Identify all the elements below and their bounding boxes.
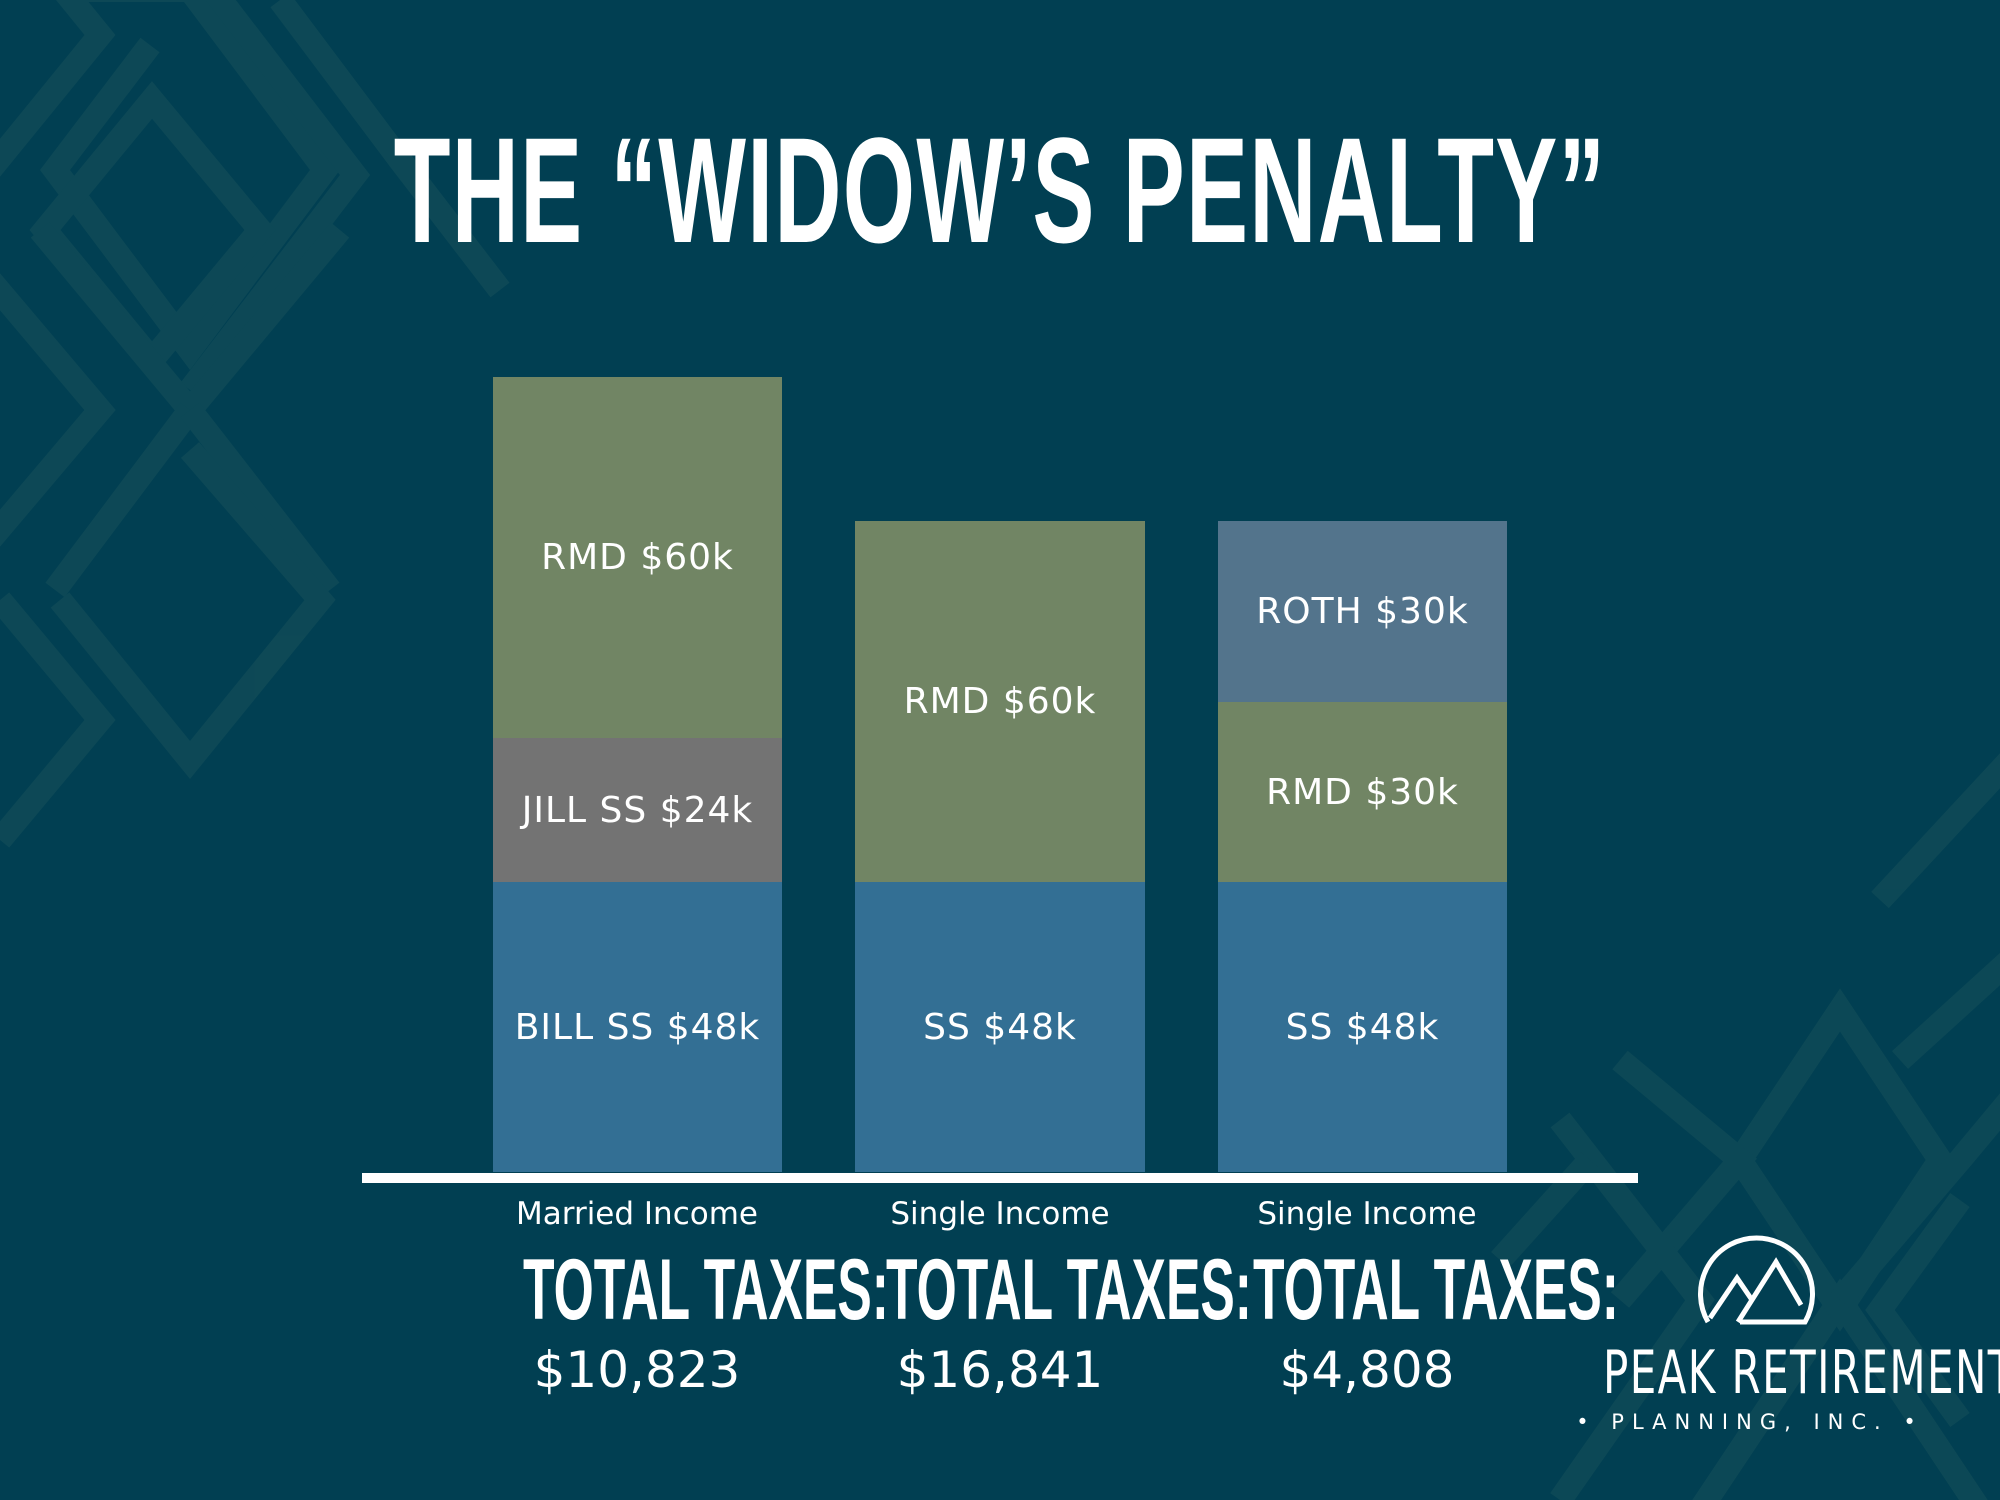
- bar-married-income: RMD $60k JILL SS $24k BILL SS $48k: [493, 377, 782, 1172]
- bar-segment-ss: SS $48k: [855, 882, 1145, 1172]
- category-label: Married Income: [516, 1196, 758, 1232]
- segment-label: RMD $30k: [1266, 771, 1459, 813]
- bar-single-income-2: ROTH $30k RMD $30k SS $48k: [1218, 521, 1507, 1172]
- bar-segment-roth: ROTH $30k: [1218, 521, 1507, 702]
- logo-name: PEAK RETIREMENT®: [1603, 1338, 2000, 1408]
- column-footer-single-2: Single Income TOTAL TAXES: $4,808: [1177, 1190, 1619, 1402]
- bar-segment-rmd: RMD $60k: [855, 521, 1145, 882]
- bar-single-income-1: RMD $60k SS $48k: [855, 521, 1145, 1172]
- bar-segment-ss: SS $48k: [1218, 882, 1507, 1172]
- column-footer-married: Married Income TOTAL TAXES: $10,823: [447, 1190, 889, 1402]
- total-taxes-label: TOTAL TAXES:: [1253, 1242, 1619, 1338]
- logo-subtitle: • PLANNING, INC. •: [1576, 1410, 1924, 1434]
- mountain-peak-in-circle-icon: [1698, 1235, 1815, 1325]
- peak-retirement-logo: PEAK RETIREMENT® • PLANNING, INC. •: [1540, 1230, 2000, 1450]
- segment-label: BILL SS $48k: [514, 1006, 761, 1048]
- total-taxes-value: $4,808: [1279, 1341, 1455, 1399]
- segment-label: SS $48k: [1285, 1006, 1440, 1048]
- total-taxes-value: $10,823: [533, 1341, 741, 1399]
- category-label: Single Income: [890, 1196, 1110, 1232]
- page-title: THE “WIDOW’S PENALTY”: [393, 106, 1607, 274]
- bar-segment-jill-ss: JILL SS $24k: [493, 738, 782, 882]
- bar-segment-rmd: RMD $30k: [1218, 702, 1507, 882]
- total-taxes-label: TOTAL TAXES:: [523, 1242, 889, 1338]
- total-taxes-label: TOTAL TAXES:: [886, 1242, 1252, 1338]
- bar-segment-rmd: RMD $60k: [493, 377, 782, 738]
- segment-label: SS $48k: [923, 1006, 1077, 1048]
- total-taxes-value: $16,841: [896, 1341, 1104, 1399]
- segment-label: JILL SS $24k: [521, 789, 754, 831]
- column-footer-single-1: Single Income TOTAL TAXES: $16,841: [810, 1190, 1252, 1402]
- chart-baseline: [362, 1173, 1638, 1183]
- segment-label: RMD $60k: [903, 681, 1097, 722]
- bar-segment-bill-ss: BILL SS $48k: [493, 882, 782, 1172]
- segment-label: RMD $60k: [541, 537, 734, 578]
- category-label: Single Income: [1257, 1196, 1477, 1232]
- segment-label: ROTH $30k: [1256, 591, 1469, 632]
